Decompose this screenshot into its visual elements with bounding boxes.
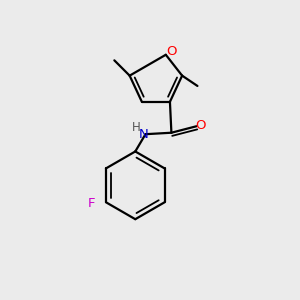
Text: O: O — [196, 119, 206, 132]
Text: H: H — [132, 121, 140, 134]
Text: F: F — [88, 197, 95, 210]
Text: O: O — [166, 45, 176, 58]
Text: N: N — [139, 128, 149, 141]
